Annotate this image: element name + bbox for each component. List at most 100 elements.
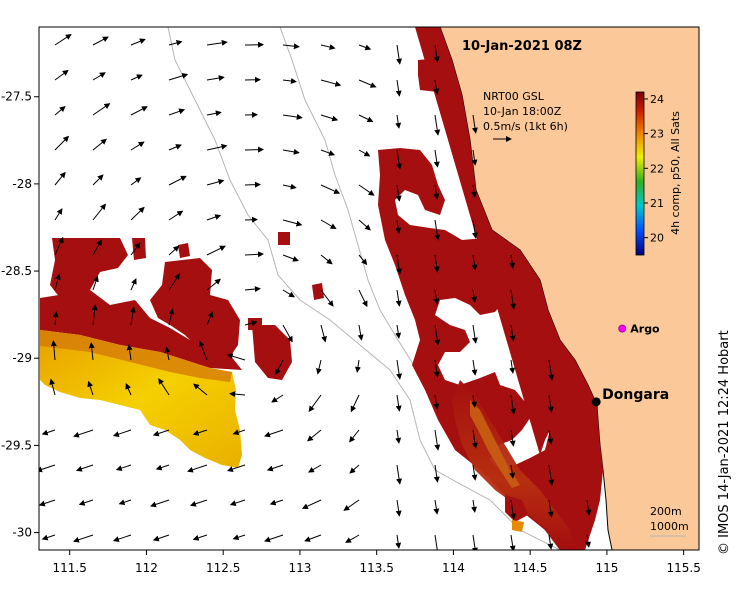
current-vector (168, 144, 182, 151)
current-vector (275, 359, 284, 376)
x-axis: 111.5 112 112.5 113 113.5 114 114.5 115 115.5 (53, 550, 701, 575)
current-vector (130, 177, 142, 186)
current-vector (471, 464, 478, 481)
current-vector (433, 359, 440, 378)
current-vector (358, 289, 368, 308)
current-vector (129, 306, 136, 326)
current-vector (198, 340, 208, 361)
current-vector (509, 254, 516, 269)
colorbar-tick-label: 21 (650, 197, 664, 210)
current-vector (471, 499, 478, 513)
y-tick-label: -29 (12, 351, 32, 365)
current-vector (282, 114, 303, 120)
current-vector (509, 534, 516, 550)
current-vector (307, 429, 322, 442)
current-vector (396, 149, 403, 170)
current-vector (206, 245, 226, 256)
current-vector (229, 499, 246, 506)
current-vector (92, 174, 104, 186)
current-vector (434, 534, 441, 550)
x-tick-label: 112 (135, 561, 158, 575)
sst-speckle-patch-2 (512, 520, 524, 532)
current-vector (244, 181, 261, 188)
dongara-marker[interactable] (591, 397, 601, 407)
current-vector (547, 499, 554, 518)
current-vector (585, 499, 592, 516)
y-tick-label: -30 (12, 526, 32, 540)
current-vector (433, 499, 440, 515)
current-vector (130, 74, 143, 81)
current-vector (358, 149, 371, 157)
current-time-label: 10-Jan 18:00Z (483, 105, 562, 118)
argo-float-marker[interactable] (618, 324, 627, 333)
current-vector (39, 464, 56, 473)
current-vector (168, 40, 183, 46)
current-vector (92, 36, 109, 46)
current-vector (320, 79, 342, 87)
current-vector (471, 359, 478, 376)
current-vector (168, 308, 175, 326)
current-vector (433, 149, 440, 168)
sst-colorbar (635, 91, 645, 256)
current-vector (168, 273, 180, 291)
current-vector (226, 353, 246, 361)
contour-200m-label: 200m (650, 505, 682, 518)
current-vector (266, 464, 284, 472)
map-title: 10-Jan-2021 08Z (462, 39, 582, 54)
colorbar-tick-label: 23 (650, 128, 664, 141)
current-vector (395, 114, 402, 129)
x-tick-label: 113 (288, 561, 311, 575)
y-tick-label: -29.5 (1, 438, 32, 452)
current-vector (433, 44, 440, 63)
x-tick-label: 114 (442, 561, 465, 575)
current-vector (395, 289, 402, 307)
current-vector (547, 429, 554, 445)
current-vector (282, 43, 300, 50)
current-vector (345, 534, 360, 543)
current-vector (433, 254, 440, 273)
current-vector (130, 141, 145, 151)
current-vector (354, 359, 361, 373)
y-tick-label: -28 (12, 177, 32, 191)
y-axis: -27.5 -28 -28.5 -29 -29.5 -30 (1, 90, 39, 540)
current-vector (193, 383, 208, 396)
current-vector (54, 208, 63, 221)
current-vector (320, 114, 339, 122)
current-vector (264, 534, 284, 543)
colorbar-tick-label: 24 (650, 93, 664, 106)
current-vector (395, 184, 402, 202)
current-vector (232, 534, 246, 541)
current-vector (189, 499, 208, 507)
current-vector (282, 254, 299, 262)
current-vector (226, 464, 246, 472)
current-vector (192, 534, 208, 541)
current-vector (320, 44, 336, 50)
current-vector (92, 275, 99, 291)
sst-orange-streak (470, 400, 520, 488)
current-vector (264, 429, 284, 438)
current-vector (510, 499, 517, 520)
current-vector (73, 534, 94, 543)
current-vector (158, 378, 170, 396)
current-vector (54, 34, 72, 46)
current-vector (433, 289, 440, 305)
current-vector (152, 534, 170, 542)
current-vector (130, 38, 146, 46)
current-vector (433, 79, 440, 95)
current-vector (320, 289, 334, 307)
current-vector (206, 178, 225, 186)
current-vector (39, 499, 56, 507)
current-vector (471, 289, 478, 303)
current-vector (585, 534, 592, 548)
current-vector (358, 219, 371, 231)
current-vector (547, 534, 554, 550)
current-vector (206, 75, 225, 82)
current-vector (395, 394, 402, 412)
current-vector (396, 359, 403, 380)
current-vector (54, 171, 66, 186)
current-vector (130, 106, 148, 116)
current-vector (87, 380, 94, 396)
current-vector (187, 464, 208, 473)
x-tick-label: 115 (595, 561, 618, 575)
